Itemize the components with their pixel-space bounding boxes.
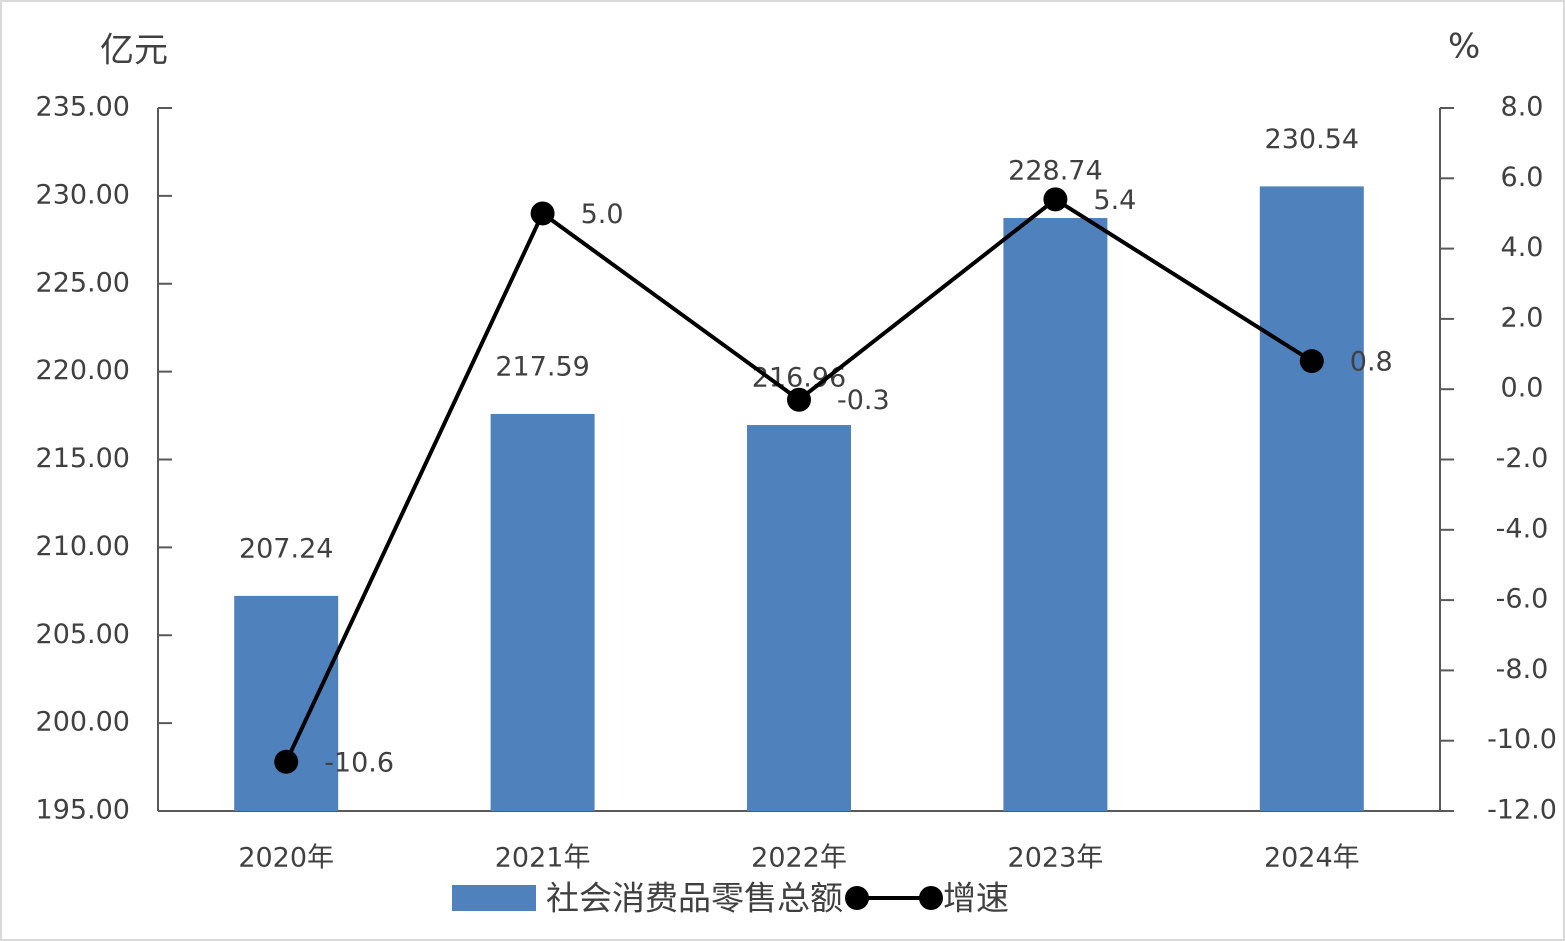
y-tick-label: 200.00 <box>36 707 130 738</box>
line-marker <box>787 387 811 412</box>
line-value-label: 5.0 <box>581 199 624 230</box>
y-tick-label: 220.00 <box>36 355 130 386</box>
line-value-label: 0.8 <box>1350 347 1393 378</box>
y-tick-label: 195.00 <box>36 795 130 826</box>
line-marker <box>1299 349 1324 374</box>
y-tick-label: 225.00 <box>36 267 130 298</box>
y2-tick-label: -2.0 <box>1496 443 1549 474</box>
y2-tick-label: -12.0 <box>1487 795 1557 826</box>
bar-value-label: 217.59 <box>495 351 589 382</box>
line-marker <box>274 749 299 774</box>
bar <box>1259 186 1364 811</box>
y2-tick-label: 8.0 <box>1501 92 1544 123</box>
y2-tick-label: -4.0 <box>1496 513 1549 544</box>
y-axis-unit: 亿元 <box>100 31 168 71</box>
bar-value-label: 228.74 <box>1008 156 1102 187</box>
bar <box>1003 218 1108 811</box>
x-tick-label: 2020年 <box>238 843 334 874</box>
y-tick-label: 235.00 <box>36 92 130 123</box>
y-tick-label: 210.00 <box>36 531 130 562</box>
y2-tick-label: 0.0 <box>1501 373 1544 404</box>
line-value-label: -10.6 <box>324 747 394 778</box>
y2-tick-label: -6.0 <box>1496 584 1549 615</box>
x-tick-label: 2021年 <box>495 843 591 874</box>
x-tick-label: 2023年 <box>1008 843 1104 874</box>
y2-tick-label: 4.0 <box>1501 232 1544 263</box>
legend-marker <box>845 886 869 910</box>
bar-value-label: 230.54 <box>1265 124 1359 155</box>
bar <box>747 425 851 811</box>
line-marker <box>530 201 555 226</box>
y-tick-label: 230.00 <box>36 179 130 210</box>
y2-tick-label: -10.0 <box>1487 724 1557 755</box>
line-marker <box>1043 187 1068 212</box>
y2-tick-label: 6.0 <box>1501 162 1544 193</box>
legend-label: 增速 <box>943 879 1009 918</box>
line-value-label: 5.4 <box>1093 185 1136 216</box>
bar <box>490 413 595 811</box>
x-tick-label: 2022年 <box>751 843 847 874</box>
y-tick-label: 205.00 <box>36 619 130 650</box>
bar-value-label: 207.24 <box>239 533 333 564</box>
y2-tick-label: -8.0 <box>1496 654 1549 685</box>
y-tick-label: 215.00 <box>36 443 130 474</box>
y2-tick-label: 2.0 <box>1501 302 1544 333</box>
x-tick-label: 2024年 <box>1264 843 1360 874</box>
line-value-label: -0.3 <box>837 385 890 416</box>
legend-swatch <box>452 885 536 911</box>
legend-marker <box>919 886 943 910</box>
bar <box>234 595 339 811</box>
y2-axis-unit: % <box>1448 27 1480 67</box>
legend-label: 社会消费品零售总额 <box>546 879 843 918</box>
